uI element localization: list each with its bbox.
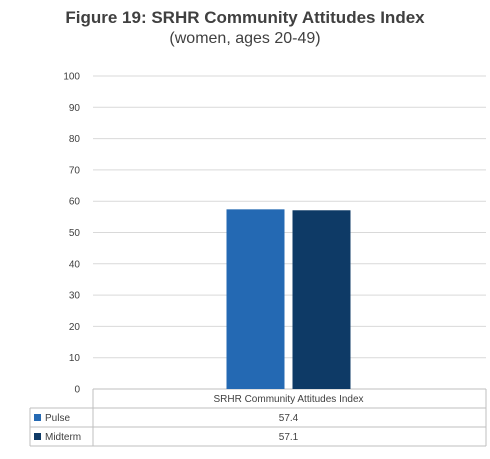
bar-pulse xyxy=(226,209,285,389)
chart-title: Figure 19: SRHR Community Attitudes Inde… xyxy=(65,8,425,27)
y-tick-label: 70 xyxy=(69,165,81,176)
legend-label-midterm: Midterm xyxy=(45,432,81,443)
bar-midterm xyxy=(292,210,351,389)
legend-label-pulse: Pulse xyxy=(45,413,70,424)
data-value-midterm: 57.1 xyxy=(279,432,299,443)
y-tick-label: 30 xyxy=(69,291,81,302)
x-category-label: SRHR Community Attitudes Index xyxy=(213,394,363,405)
y-tick-label: 100 xyxy=(63,72,80,83)
y-tick-label: 20 xyxy=(69,322,81,333)
y-tick-label: 80 xyxy=(69,134,81,145)
y-tick-label: 10 xyxy=(69,353,81,364)
y-tick-label: 90 xyxy=(69,103,81,114)
chart-subtitle: (women, ages 20-49) xyxy=(169,30,321,47)
y-tick-label: 0 xyxy=(74,385,80,396)
y-tick-label: 40 xyxy=(69,259,81,270)
legend-swatch-pulse xyxy=(34,414,41,421)
y-tick-label: 60 xyxy=(69,197,81,208)
y-tick-label: 50 xyxy=(69,228,81,239)
data-value-pulse: 57.4 xyxy=(279,413,299,424)
legend-swatch-midterm xyxy=(34,433,41,440)
